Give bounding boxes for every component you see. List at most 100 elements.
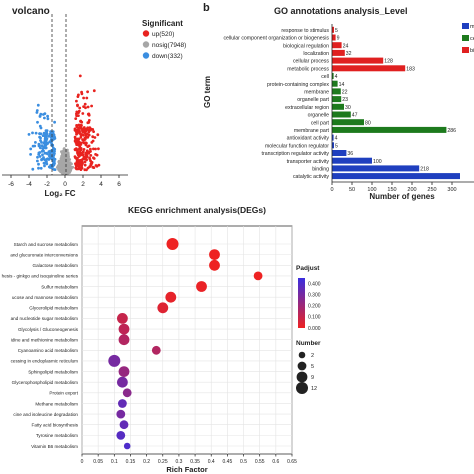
kegg-category-label: and glucuronate interconversions: [10, 252, 78, 257]
volcano-x-tick-label: 4: [99, 181, 103, 188]
volcano-point-nosig: [63, 161, 67, 165]
volcano-point-down: [39, 112, 43, 116]
volcano-point-up: [93, 136, 97, 139]
volcano-point-down: [44, 139, 48, 143]
go-legend-swatch: [462, 35, 469, 41]
kegg-category-label: Vitamin B6 metabolism: [31, 444, 78, 449]
padjust-tick-label: 0.400: [308, 281, 321, 287]
volcano-point-up: [91, 139, 95, 143]
volcano-point-up: [92, 156, 95, 160]
kegg-x-tick-label: 0: [81, 459, 84, 465]
kegg-point: [117, 313, 128, 324]
volcano-point-up: [81, 153, 85, 157]
go-bar: [332, 34, 336, 41]
go-x-tick-label: 250: [427, 187, 436, 193]
volcano-point-nosig: [67, 167, 71, 171]
go-category-label: cell part: [311, 120, 330, 126]
volcano-legend-marker: [142, 30, 150, 37]
volcano-point-up: [75, 167, 78, 171]
go-value-label: 9: [337, 36, 340, 42]
kegg-category-label: Cyanoamino acid metabolism: [18, 348, 78, 353]
go-value-label: 24: [343, 43, 349, 49]
volcano-point-up: [81, 138, 84, 142]
kegg-point: [123, 442, 131, 450]
volcano-point-up: [75, 125, 79, 129]
volcano-point-down: [43, 158, 47, 162]
volcano-point-down: [37, 166, 40, 170]
volcano-point-up: [85, 168, 88, 172]
volcano-point-down: [48, 149, 52, 153]
volcano-point-up: [81, 161, 84, 165]
volcano-point-up: [82, 105, 85, 108]
kegg-x-tick-label: 0.3: [175, 459, 182, 465]
volcano-point-up: [95, 153, 99, 157]
volcano-point-down: [36, 155, 39, 159]
kegg-point: [119, 420, 129, 430]
volcano-point-down: [29, 153, 32, 156]
volcano-point-down: [33, 144, 37, 148]
volcano-point-up: [83, 163, 87, 167]
go-x-tick-label: 150: [387, 187, 396, 193]
go-x-ticks: 0 50 100 150 200 250 300: [330, 182, 457, 193]
volcano-point-up: [87, 133, 91, 137]
volcano-point-up: [74, 139, 78, 142]
volcano-point-down: [38, 155, 42, 158]
kegg-x-tick-label: 0.55: [255, 459, 265, 465]
go-legend: m ce bi: [462, 23, 474, 54]
go-bar: [332, 157, 372, 164]
kegg-x-tick-label: 0.6: [272, 459, 279, 465]
volcano-point-up: [75, 99, 78, 103]
kegg-point: [118, 323, 130, 335]
kegg-category-label: Sphingolipid metabolism: [28, 369, 78, 374]
volcano-point-up: [92, 130, 95, 134]
volcano-legend-marker: [142, 41, 150, 48]
volcano-point-up: [74, 117, 78, 120]
volcano-point-down: [46, 117, 50, 121]
go-category-label: binding: [312, 167, 329, 173]
volcano-point-up: [77, 114, 80, 117]
go-category-label: cell: [321, 74, 329, 80]
volcano-point-up: [86, 105, 90, 109]
go-legend-label: m: [470, 24, 474, 30]
volcano-point-nosig: [69, 168, 73, 172]
go-category-label: organelle part: [297, 97, 329, 103]
kegg-point: [209, 259, 220, 271]
kegg-x-ticks: 0 0.05 0.1 0.15 0.2 0.25 0.3 0.35 0.4 0.45 0.5 0.55…: [81, 454, 297, 465]
volcano-point-up: [82, 133, 85, 137]
go-value-label: 5: [335, 143, 338, 149]
go-category-label: protein-containing complex: [267, 82, 329, 88]
go-legend-label: bi: [470, 48, 474, 54]
volcano-point-up: [85, 96, 89, 100]
volcano-point-up: [89, 128, 92, 132]
go-value-label: 286: [447, 128, 456, 134]
volcano-point-down: [41, 134, 45, 138]
volcano-point-up: [89, 147, 92, 151]
kegg-category-label: Fatty acid biosynthesis: [32, 423, 79, 428]
go-category-label: transcription regulator activity: [262, 151, 330, 157]
number-legend-marker: [296, 371, 308, 383]
volcano-point-up: [92, 89, 96, 93]
volcano-point-up: [84, 155, 88, 159]
volcano-point-up: [78, 162, 82, 166]
volcano-point-up: [75, 143, 78, 147]
volcano-point-down: [38, 144, 41, 147]
go-category-label: cellular process: [293, 59, 329, 65]
volcano-point-up: [82, 148, 86, 151]
volcano-point-up: [77, 127, 80, 130]
volcano-point-down: [39, 166, 43, 170]
kegg-category-label: Protein export: [49, 391, 78, 396]
volcano-point-up: [85, 158, 88, 162]
number-legend-label: 2: [311, 353, 314, 359]
kegg-point: [118, 366, 130, 377]
kegg-x-tick-label: 0.2: [143, 459, 150, 465]
go-bar: [332, 49, 345, 56]
kegg-category-label: Sulfur metabolism: [41, 284, 78, 289]
go-category-label: transporter activity: [287, 159, 330, 165]
volcano-point-up: [77, 164, 81, 168]
volcano-point-up: [74, 164, 78, 168]
volcano-point-down: [40, 158, 43, 162]
kegg-plot-frame: [81, 225, 293, 455]
volcano-point-down: [44, 129, 48, 133]
go-bar: [332, 73, 334, 79]
